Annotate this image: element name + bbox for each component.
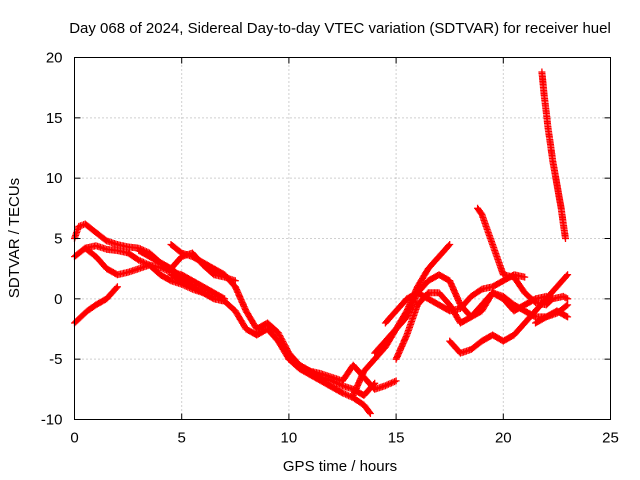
series-sat-m	[474, 204, 572, 309]
x-tick-label: 20	[495, 430, 512, 447]
x-tick-label: 15	[388, 430, 405, 447]
x-tick-label: 10	[281, 430, 298, 447]
series-markers	[167, 271, 374, 417]
series-markers	[71, 283, 121, 327]
y-tick-label: 20	[46, 50, 63, 67]
x-tick-label: 5	[178, 430, 186, 447]
series-markers	[381, 271, 529, 327]
series-sat-p	[538, 68, 569, 242]
series-markers	[392, 289, 550, 363]
y-axis-title: SDTVAR / TECUs	[6, 178, 23, 298]
y-tick-label: 5	[54, 231, 62, 248]
series-markers	[532, 307, 572, 327]
x-tick-label: 0	[70, 430, 78, 447]
series-sat-o	[532, 307, 572, 327]
series-sat-d	[81, 244, 229, 303]
y-tick-label: 15	[46, 110, 63, 127]
y-tick-label: -5	[49, 351, 62, 368]
axis-ticks: 0 5 10 15 20 25 -10 -5 0 5 10 15 20	[41, 50, 619, 447]
series-sat-l	[381, 271, 529, 327]
series-markers	[538, 68, 569, 242]
chart-title: Day 068 of 2024, Sidereal Day-to-day VTE…	[69, 20, 611, 37]
series-sat-k	[392, 289, 550, 363]
x-axis-title: GPS time / hours	[283, 458, 397, 475]
series-sat-g	[167, 271, 374, 417]
series-sat-n	[446, 271, 572, 357]
y-tick-label: -10	[41, 412, 63, 429]
x-tick-label: 25	[602, 430, 619, 447]
y-tick-label: 10	[46, 170, 63, 187]
data-marks	[71, 68, 572, 417]
y-tick-label: 0	[54, 291, 62, 308]
series-markers	[446, 271, 572, 357]
series-sat-a	[71, 283, 121, 327]
series-markers	[81, 244, 229, 303]
series-markers	[474, 204, 572, 309]
grid-lines	[74, 57, 611, 420]
